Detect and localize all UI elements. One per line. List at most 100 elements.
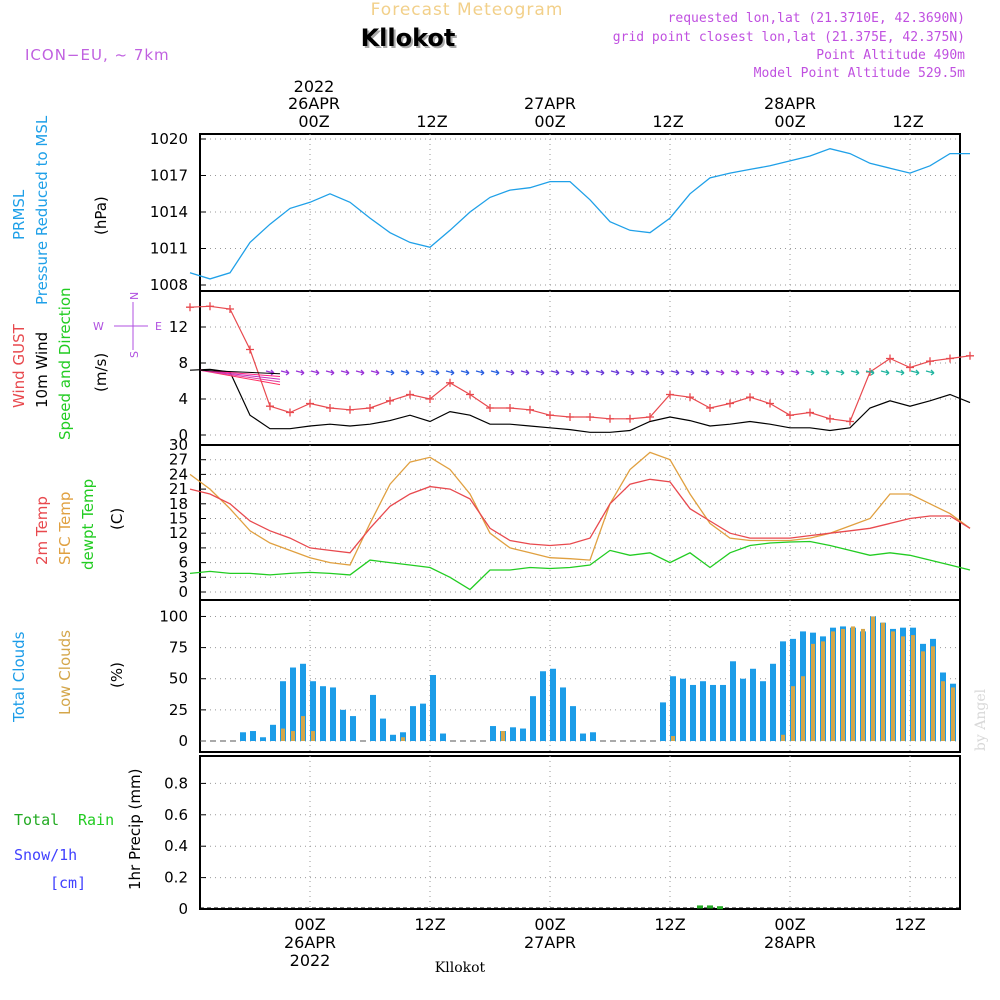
low-cloud-bar [791,686,795,741]
product-title: Forecast Meteogram [371,0,564,20]
total-cloud-bar [510,727,516,741]
total-cloud-bar [580,733,586,741]
y-tick-label: 12 [169,524,188,542]
y-tick-label: 50 [169,670,188,688]
low-cloud-bar [831,631,835,741]
wind-direction-arrow [355,369,365,376]
total-cloud-bar [520,728,526,741]
y-tick-label: 30 [169,436,188,454]
gust-marker [846,417,854,426]
temp-panel-frame [199,444,961,601]
pressure-label-2: Pressure Reduced to MSL [33,115,51,305]
gust-marker [826,414,834,423]
y-tick-label: 15 [169,510,188,528]
wind-direction-arrow [370,369,380,376]
wind-fan-line [199,369,281,375]
wind-direction-arrow [760,369,770,376]
point-altitude: Point Altitude 490m [816,48,965,63]
wind-direction-arrow [265,369,275,376]
bottom-year: 2022 [290,951,331,970]
wind-direction-arrow [490,369,500,376]
total-cloud-bar [300,663,306,741]
low-cloud-bar [781,734,785,741]
station-title-shadow: Kllokot [363,26,458,54]
precip-chart [200,905,960,910]
y-tick-label: 0.8 [164,774,188,792]
total-cloud-bar [770,663,776,741]
y-tick-label: 100 [159,607,188,625]
dewpt-line [189,540,971,591]
wind-direction-arrow [895,369,905,376]
low-cloud-bar [801,676,805,741]
wind-direction-arrow [610,369,620,376]
y-tick-label: 3 [178,568,188,586]
total-cloud-bar [700,681,706,741]
wind-direction-arrow [280,369,290,376]
y-tick-label: 0 [178,583,188,601]
wind-direction-arrow [790,369,800,376]
y-tick-label: 1008 [150,276,188,294]
gust-marker [746,393,754,402]
compass-s: S [128,351,141,358]
total-cloud-bar [660,702,666,741]
top-tick-12z-2: 12Z [652,112,683,131]
total-cloud-bar [420,703,426,741]
y-tick-label: 1020 [150,130,188,148]
model-altitude: Model Point Altitude 529.5m [754,66,965,81]
low-cloud-bar [301,716,305,741]
total-cloud-bar [750,668,756,741]
y-tick-label: 24 [169,465,188,483]
watermark: by Angel [973,688,989,751]
y-tick-label: 0.2 [164,869,188,887]
precip-bar [697,905,703,909]
bottom-tick-00z-3: 00Z [774,915,805,934]
wind-direction-arrow [310,369,320,376]
wind-direction-arrow [325,369,335,376]
low-cloud-bar [311,731,315,741]
y-tick-label: 25 [169,701,188,719]
low-cloud-bar [911,635,915,741]
precip-snow-label: Snow/1h [14,846,77,864]
compass-e: E [155,320,162,333]
total-cloud-bar [690,684,696,741]
precip-panel-frame [199,755,961,910]
total-cloud-bar [430,674,436,741]
gust-marker [186,303,194,312]
wind-direction-arrow [805,369,815,376]
gust-marker [346,405,354,414]
gust-marker [686,393,694,402]
low-cloud-bar [841,628,845,741]
low-cloud-bar [811,643,815,741]
total-cloud-bar [350,716,356,741]
gust-marker [886,354,894,363]
wind-direction-arrow [415,369,425,376]
panel-frames [199,133,961,910]
low-cloud-bar [401,737,405,741]
total-cloud-bar [680,678,686,741]
bottom-tick-12z-2: 12Z [654,915,685,934]
sfc-temp-label: SFC Temp [56,492,74,565]
gust-marker [546,411,554,420]
precip-bar [707,905,713,909]
gust-marker [566,413,574,421]
pressure-unit: (hPa) [92,196,110,235]
temperature-chart [189,451,971,591]
wind-direction-arrow [430,369,440,376]
total-cloud-bar [290,667,296,741]
total-cloud-bar [560,687,566,741]
total-cloud-bar [340,709,346,741]
total-cloud-bar [730,661,736,741]
wind-direction-arrow [865,369,875,376]
precip-unit: 1hr Precip (mm) [126,769,144,890]
gust-marker [786,411,794,420]
low-cloud-bar [881,622,885,741]
gust-marker [766,399,774,408]
clouds-panel-frame [199,599,961,753]
y-tick-label: 0.6 [164,806,188,824]
gust-marker [506,404,514,412]
low-cloud-bar [871,616,875,741]
wind-direction-arrow [340,369,350,376]
wind-direction-arrow [655,369,665,376]
total-cloud-bar [440,733,446,741]
clouds-chart [200,616,956,742]
